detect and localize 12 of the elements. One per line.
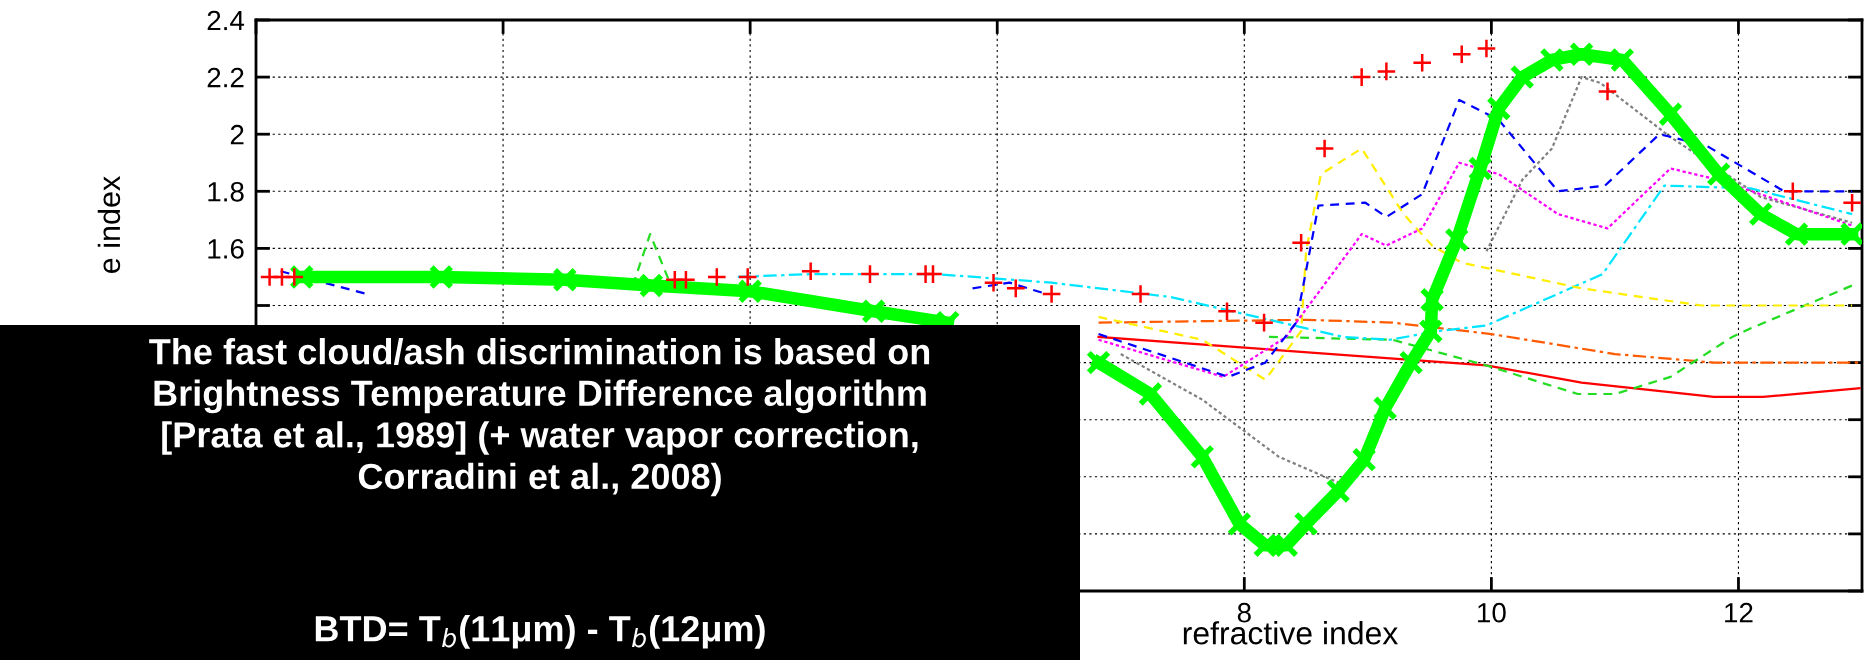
y-tick-label: 1.8 [208,181,244,202]
y-tick-label: 2.2 [207,67,244,88]
y-tick-label: 2 [230,124,244,145]
text: BTD= T$_{b}$(11μm) - T$_{b}$(12μm) [315,615,765,649]
annotation: The fast cloud/ash discrimination is based on Brightness Temperature Difference algorithm [Prata et al., 1989] (+ water vapor correction, Corradini et al., 2008) [149,338,930,497]
x-axis-title: refractive index [1183,621,1398,645]
y-tick-label: 2.4 [207,10,245,31]
x-tick-label: 8 [1237,602,1251,623]
x-tick-label: 12 [1725,602,1753,623]
x-tick-label: 10 [1478,602,1506,623]
y-axis-title: e index [97,176,121,273]
y-tick-label: 1.6 [208,239,244,259]
